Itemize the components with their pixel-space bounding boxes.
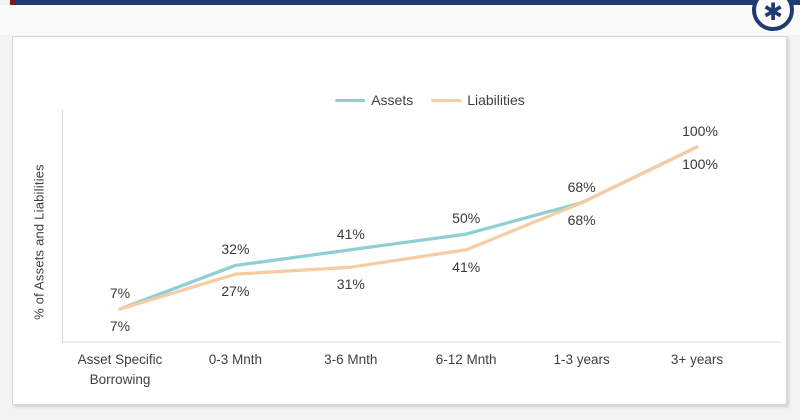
data-label-liabilities-5: 100%: [682, 156, 718, 172]
x-tick-2: 3-6 Mnth: [324, 352, 378, 367]
data-label-assets-5: 100%: [682, 123, 718, 139]
legend-swatch-assets: [335, 98, 366, 102]
data-label-assets-0: 7%: [109, 285, 131, 301]
asterisk-icon: ✱: [762, 0, 784, 26]
y-axis-title: % of Assets and Liabilities: [31, 164, 47, 320]
data-label-liabilities-4: 68%: [567, 211, 596, 228]
legend-label-assets: Assets: [371, 92, 414, 108]
data-label-liabilities-3: 41%: [452, 258, 481, 275]
x-tick-0: Asset Specific Borrowing: [77, 352, 163, 387]
x-tick-3: 6-12 Mnth: [435, 352, 497, 367]
data-label-assets-1: 32%: [221, 241, 250, 258]
header-strip: [0, 5, 800, 35]
legend-item-liabilities: Liabilities: [431, 92, 525, 108]
legend-swatch-liabilities: [431, 98, 462, 102]
data-label-liabilities-2: 31%: [336, 276, 365, 293]
data-label-liabilities-1: 27%: [221, 283, 250, 300]
data-label-assets-3: 50%: [452, 210, 481, 227]
x-tick-4: 1-3 years: [553, 352, 610, 367]
top-accent-bar: [10, 0, 800, 5]
logo-badge: ✱: [752, 0, 794, 31]
chart-legend: Assets Liabilities: [335, 92, 525, 108]
legend-item-assets: Assets: [335, 92, 413, 108]
legend-label-liabilities: Liabilities: [467, 92, 525, 108]
data-label-assets-2: 41%: [336, 225, 365, 242]
top-accent-tick: [10, 0, 15, 5]
data-label-assets-4: 68%: [567, 178, 596, 195]
x-tick-5: 3+ years: [670, 352, 724, 367]
x-tick-1: 0-3 Mnth: [208, 352, 263, 367]
data-label-liabilities-0: 7%: [109, 318, 131, 334]
